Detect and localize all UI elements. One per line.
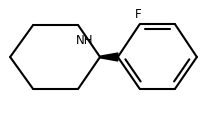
Polygon shape — [99, 54, 117, 61]
Text: NH: NH — [75, 33, 92, 46]
Text: F: F — [135, 8, 141, 21]
